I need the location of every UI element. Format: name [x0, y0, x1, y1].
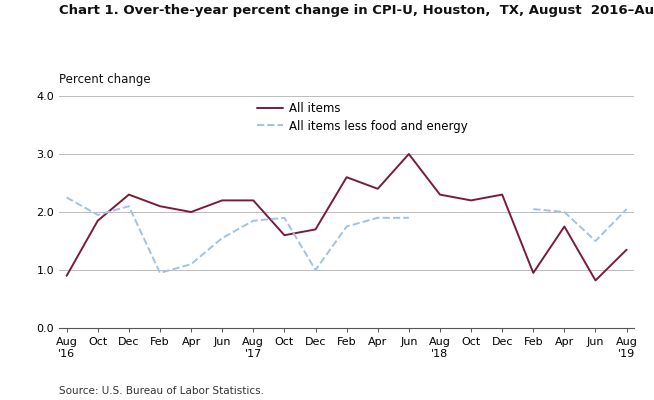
All items less food and energy	[63, 195, 71, 200]
All items	[63, 274, 71, 278]
All items	[467, 198, 475, 203]
Text: Percent change: Percent change	[59, 73, 150, 86]
All items	[343, 175, 351, 180]
All items less food and energy	[374, 215, 382, 220]
All items	[498, 192, 506, 197]
All items	[187, 210, 195, 214]
All items	[311, 227, 319, 232]
All items less food and energy	[187, 262, 195, 266]
All items	[405, 152, 413, 156]
All items	[249, 198, 257, 203]
Text: Chart 1. Over-the-year percent change in CPI-U, Houston,  TX, August  2016–Augus: Chart 1. Over-the-year percent change in…	[59, 4, 654, 17]
All items	[218, 198, 226, 203]
All items	[560, 224, 568, 229]
All items	[436, 192, 444, 197]
All items less food and energy	[249, 218, 257, 223]
All items less food and energy	[218, 236, 226, 240]
All items less food and energy	[125, 204, 133, 209]
All items	[156, 204, 164, 209]
Line: All items: All items	[67, 154, 627, 280]
All items less food and energy	[405, 215, 413, 220]
Legend: All items, All items less food and energy: All items, All items less food and energ…	[257, 102, 468, 133]
All items	[529, 270, 537, 275]
All items	[374, 186, 382, 191]
All items less food and energy	[156, 270, 164, 275]
All items less food and energy	[281, 215, 288, 220]
Line: All items less food and energy: All items less food and energy	[67, 198, 409, 273]
All items less food and energy	[311, 268, 319, 272]
All items	[592, 278, 600, 283]
All items less food and energy	[343, 224, 351, 229]
All items less food and energy	[94, 212, 101, 217]
Text: Source: U.S. Bureau of Labor Statistics.: Source: U.S. Bureau of Labor Statistics.	[59, 386, 264, 396]
All items	[94, 218, 101, 223]
All items	[125, 192, 133, 197]
All items	[281, 233, 288, 238]
All items	[623, 247, 630, 252]
